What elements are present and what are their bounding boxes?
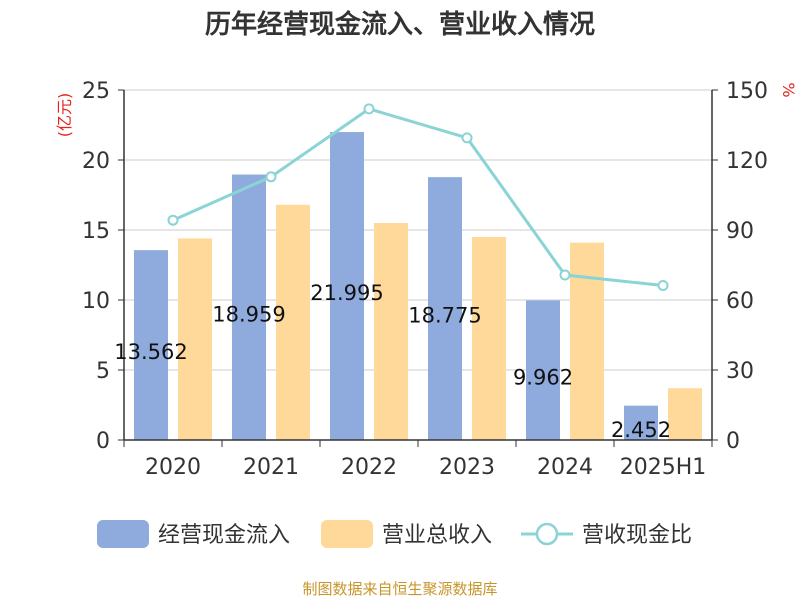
bar-data-label: 18.959	[212, 302, 285, 326]
bar-data-label: 21.995	[310, 281, 383, 305]
y-right-tick-label: 90	[726, 219, 754, 244]
legend-label-revenue: 营业总收入	[382, 523, 492, 548]
bar-revenue	[570, 242, 604, 440]
ratio-point	[363, 103, 375, 115]
ratio-point	[559, 269, 571, 281]
y-right-tick-label: 60	[726, 289, 754, 314]
bar-data-label: 9.962	[513, 365, 573, 389]
ratio-line-layer	[167, 103, 669, 292]
legend-label-ratio: 营收现金比	[582, 523, 692, 548]
y-left-unit-label: (亿元)	[55, 93, 74, 138]
source-note: 制图数据来自恒生聚源数据库	[302, 580, 498, 598]
bar-data-label: 2.452	[611, 418, 671, 442]
y-right-tick-label: 150	[726, 79, 768, 104]
bar-cash-inflow	[526, 300, 560, 440]
chart-title: 历年经营现金流入、营业收入情况	[204, 10, 595, 40]
x-tick-label: 2023	[439, 455, 495, 480]
bar-revenue	[178, 238, 212, 440]
axes: 0 5 10 15 20 25 0 30 60 90 120 150 (亿元)% 2020 2021 2022…	[55, 79, 798, 480]
ratio-point	[265, 171, 277, 183]
y-right-tick-label: 30	[726, 359, 754, 384]
ratio-point	[167, 214, 179, 226]
bar-marks	[134, 132, 702, 440]
ratio-line	[172, 107, 664, 288]
legend-swatch-revenue	[321, 520, 373, 548]
bar-revenue	[472, 237, 506, 440]
grid-lines	[124, 89, 712, 371]
y-right-unit-label: %	[779, 82, 798, 97]
y-left-tick-label: 10	[82, 289, 110, 314]
ratio-point	[461, 132, 473, 144]
bar-data-label: 18.775	[408, 304, 481, 328]
bar-data-label: 13.562	[114, 340, 187, 364]
bar-cash-inflow	[428, 177, 462, 440]
x-tick-label: 2024	[537, 455, 593, 480]
legend: 经营现金流入 营业总收入 营收现金比	[97, 520, 692, 548]
y-left-tick-label: 15	[82, 219, 110, 244]
legend-marker-ratio	[535, 522, 559, 546]
bar-cash-inflow	[232, 174, 266, 440]
y-right-tick-label: 120	[726, 149, 768, 174]
bar-cash-inflow	[134, 250, 168, 440]
ratio-point	[657, 280, 669, 292]
y-right-tick-label: 0	[726, 429, 740, 454]
x-tick-label: 2025H1	[620, 455, 707, 480]
bar-revenue	[276, 204, 310, 440]
bar-revenue	[668, 388, 702, 440]
data-labels: 13.562 18.959 21.995 18.775 9.962 2.452	[114, 281, 671, 442]
y-left-tick-label: 25	[82, 79, 110, 104]
x-tick-label: 2020	[145, 455, 201, 480]
y-left-tick-label: 0	[96, 429, 110, 454]
x-tick-label: 2022	[341, 455, 397, 480]
bar-cash-inflow	[624, 405, 658, 440]
bar-cash-inflow	[330, 132, 364, 440]
legend-label-cash-inflow: 经营现金流入	[158, 523, 290, 548]
y-left-tick-label: 5	[96, 359, 110, 384]
legend-swatch-cash-inflow	[97, 520, 149, 548]
x-tick-label: 2021	[243, 455, 299, 480]
bar-revenue	[374, 223, 408, 440]
y-left-tick-label: 20	[82, 149, 110, 174]
